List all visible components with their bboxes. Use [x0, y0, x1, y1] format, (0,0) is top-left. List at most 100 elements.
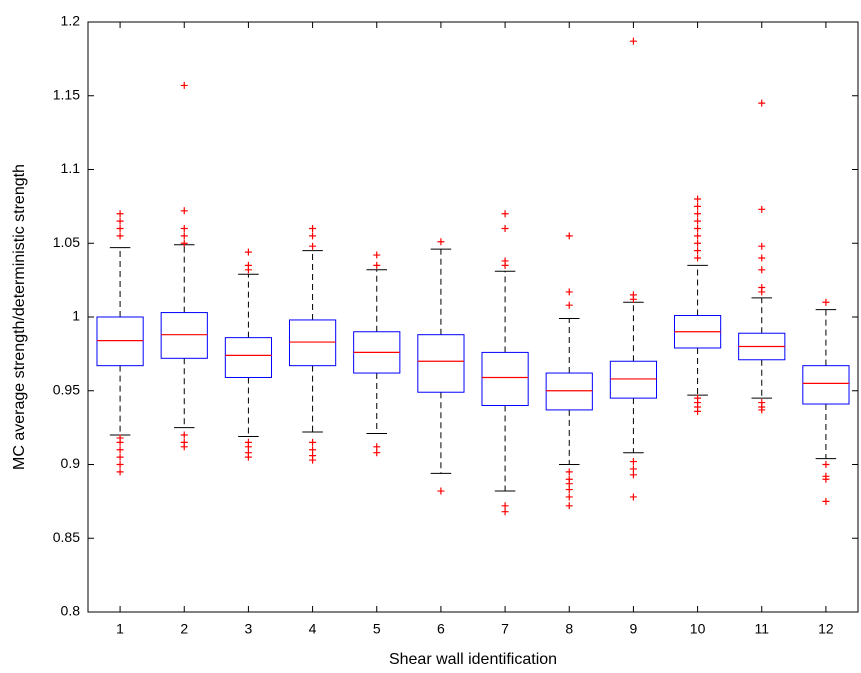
outlier [501, 210, 509, 218]
y-tick-label: 0.8 [61, 603, 81, 619]
x-tick-label: 8 [565, 621, 573, 637]
outlier [180, 81, 188, 89]
outlier [373, 449, 381, 457]
x-tick-label: 1 [116, 621, 124, 637]
outlier [116, 210, 124, 218]
x-tick-label: 9 [630, 621, 638, 637]
outlier [629, 471, 637, 479]
y-tick-label: 0.9 [61, 455, 81, 471]
outlier [629, 493, 637, 501]
outlier [758, 406, 766, 414]
outlier [501, 261, 509, 269]
box [288, 319, 337, 367]
outlier [373, 443, 381, 451]
outlier [629, 37, 637, 45]
x-tick-label: 2 [180, 621, 188, 637]
box [609, 360, 658, 399]
outlier [309, 438, 317, 446]
outlier [629, 295, 637, 303]
outlier [309, 456, 317, 464]
y-axis-label: MC average strength/deterministic streng… [11, 164, 28, 470]
outlier [694, 217, 702, 225]
outlier [694, 225, 702, 232]
outlier [694, 407, 702, 415]
x-tick-label: 11 [754, 621, 769, 637]
x-tick-label: 4 [309, 621, 317, 637]
outlier [116, 217, 124, 225]
x-tick-label: 3 [245, 621, 253, 637]
outlier [116, 461, 124, 468]
outlier [501, 502, 509, 510]
outlier [694, 195, 702, 203]
outlier [116, 446, 124, 454]
x-tick-label: 12 [818, 621, 834, 637]
outlier [758, 205, 766, 213]
x-tick-label: 5 [373, 621, 381, 637]
outlier [694, 254, 702, 262]
outlier [116, 468, 124, 476]
outlier [180, 431, 188, 439]
outlier [373, 251, 381, 259]
outlier [694, 210, 702, 218]
y-tick-label: 1.1 [61, 160, 81, 176]
outlier [501, 508, 509, 516]
outlier [565, 468, 573, 476]
outlier [565, 480, 573, 488]
box [417, 334, 465, 393]
outlier [629, 465, 637, 473]
outlier [694, 202, 702, 210]
y-tick-label: 0.95 [53, 381, 80, 397]
outlier [116, 453, 124, 461]
outlier [822, 475, 830, 483]
outlier [822, 497, 830, 505]
y-tick-label: 1.05 [53, 234, 80, 250]
outlier [565, 493, 573, 501]
outlier [437, 238, 445, 246]
outlier [309, 242, 317, 250]
outlier [309, 232, 317, 240]
y-tick-label: 1.15 [53, 86, 80, 102]
y-tick-label: 0.85 [53, 529, 80, 545]
x-tick-label: 7 [501, 621, 509, 637]
outlier [758, 266, 766, 274]
outlier [565, 288, 573, 296]
outlier [309, 446, 317, 454]
box [224, 337, 273, 378]
outlier [244, 453, 252, 461]
outlier [180, 239, 188, 247]
y-tick-label: 1 [72, 308, 80, 324]
outlier [822, 461, 830, 468]
outlier [565, 502, 573, 510]
outlier [116, 438, 124, 446]
outlier [116, 225, 124, 232]
outlier [822, 298, 830, 306]
box [481, 351, 529, 406]
outlier [758, 99, 766, 107]
outlier [758, 288, 766, 296]
outlier [565, 232, 573, 240]
outlier [309, 225, 317, 232]
outlier [373, 261, 381, 269]
x-axis-label: Shear wall identification [389, 651, 557, 668]
box [160, 312, 208, 359]
outlier [180, 232, 188, 240]
box [545, 372, 593, 411]
outlier [694, 239, 702, 247]
box [96, 316, 144, 367]
x-tick-label: 6 [437, 621, 445, 637]
x-tick-label: 10 [690, 621, 706, 637]
outlier [565, 301, 573, 309]
outlier [116, 232, 124, 240]
outlier [437, 487, 445, 495]
outlier [694, 247, 702, 255]
outlier [244, 443, 252, 451]
outlier [758, 254, 766, 262]
box [802, 365, 850, 405]
outlier [501, 225, 509, 232]
outlier [180, 207, 188, 215]
outlier [758, 242, 766, 250]
outlier [244, 248, 252, 256]
y-tick-label: 1.2 [61, 13, 81, 29]
outlier [629, 458, 637, 466]
